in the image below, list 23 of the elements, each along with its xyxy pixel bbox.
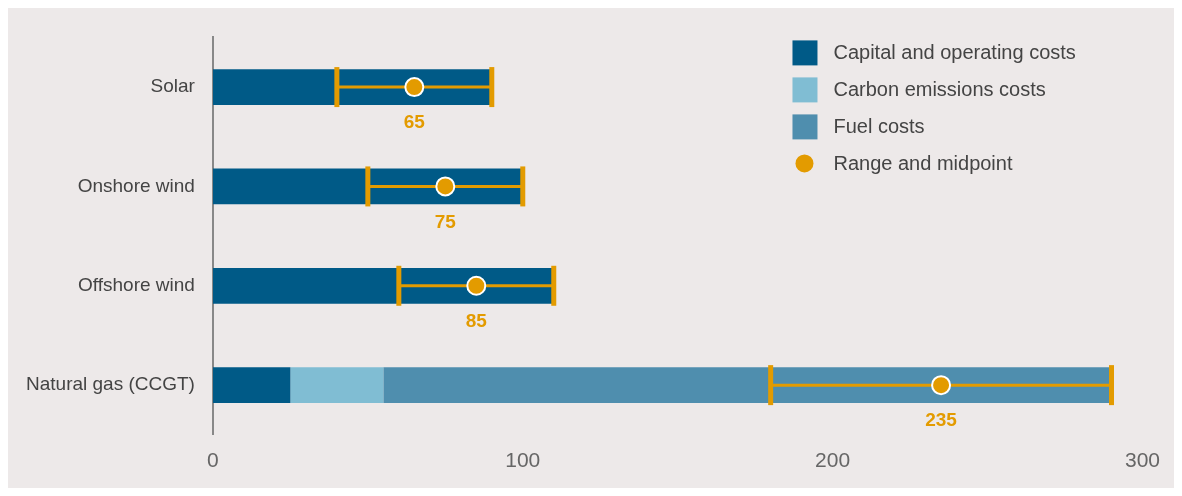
x-tick-label: 100 <box>505 448 541 472</box>
legend-label: Carbon emissions costs <box>833 77 1046 100</box>
data-label: 65 <box>403 111 426 133</box>
bar <box>290 367 384 404</box>
y-tick-label: Offshore wind <box>78 274 195 296</box>
bar <box>212 367 291 404</box>
point <box>404 77 425 98</box>
x-tick-label: 300 <box>1124 448 1160 472</box>
point <box>466 275 487 296</box>
y-tick-label: Onshore wind <box>77 174 195 196</box>
y-tick-label: Solar <box>150 75 196 97</box>
legend-label: Range and midpoint <box>833 151 1013 174</box>
data-label: 235 <box>925 409 958 431</box>
legend-label: Capital and operating costs <box>833 40 1076 63</box>
data-label: 85 <box>465 310 488 332</box>
legend-label: Fuel costs <box>833 114 925 137</box>
data-label: 75 <box>434 210 457 232</box>
point <box>435 176 456 197</box>
y-tick-label: Natural gas (CCGT) <box>26 373 195 395</box>
point <box>931 375 952 396</box>
x-tick-label: 0 <box>207 448 219 472</box>
bar <box>383 367 1112 404</box>
x-tick-label: 200 <box>815 448 851 472</box>
